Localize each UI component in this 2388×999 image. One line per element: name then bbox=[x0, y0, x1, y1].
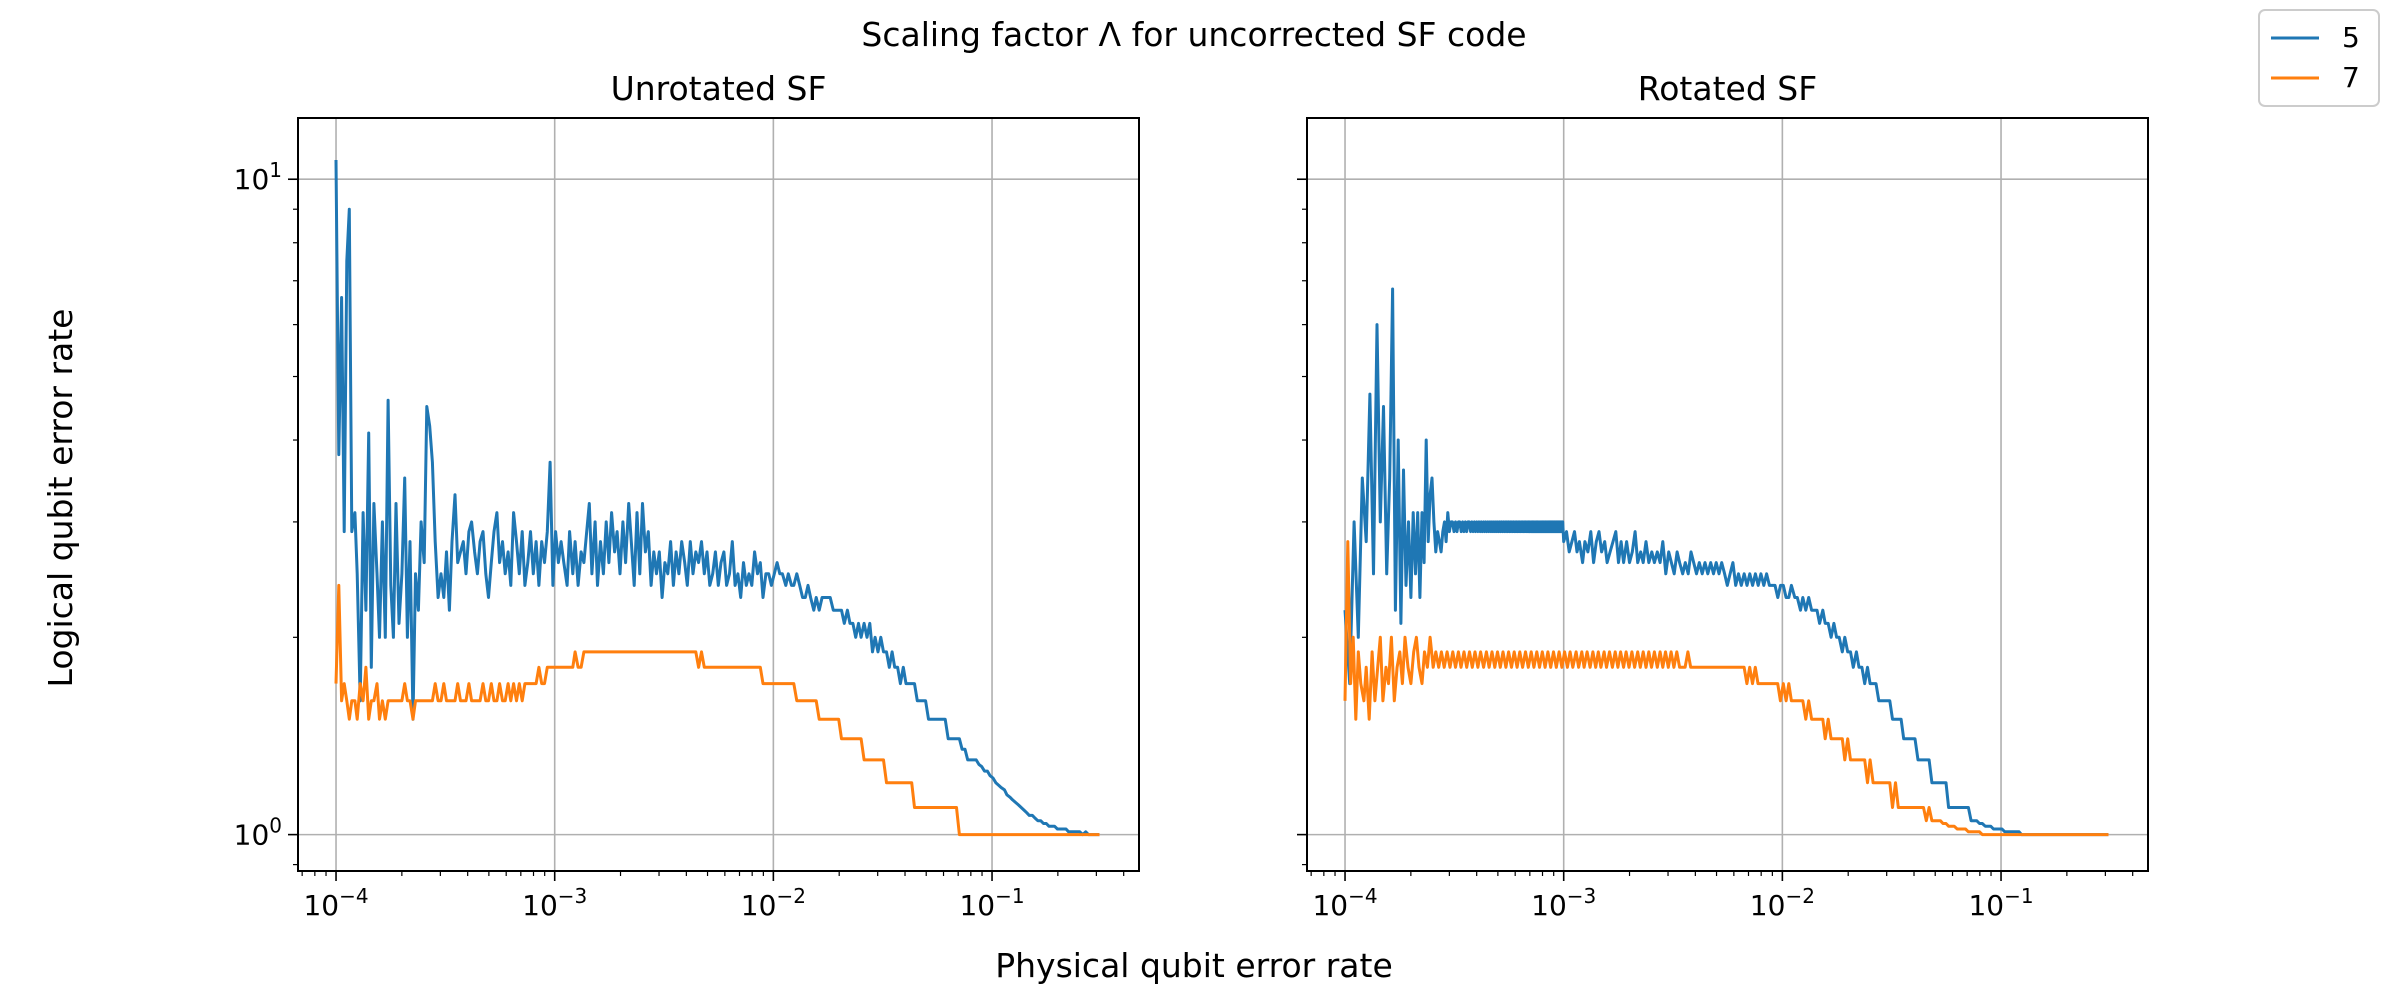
y-tick-label: 101 bbox=[234, 158, 282, 196]
x-tick-label: 10−3 bbox=[522, 884, 587, 922]
series-line-5 bbox=[1343, 287, 2109, 837]
series-line-7 bbox=[334, 583, 1100, 837]
x-tick-label: 10−4 bbox=[303, 884, 368, 922]
y-tick-label: 100 bbox=[234, 814, 282, 852]
ticks-unrotated: 10−4 10−3 10−2 10−1 100 101 bbox=[234, 158, 1125, 922]
x-axis-label: Physical qubit error rate bbox=[995, 946, 1393, 985]
subplot-rotated: 10−4 10−3 10−2 10−1 Rotated SF bbox=[1297, 69, 2149, 922]
legend: 5 7 bbox=[2258, 9, 2380, 107]
subplot-unrotated: 10−4 10−3 10−2 10−1 100 101 Unrotated SF bbox=[234, 69, 1140, 922]
x-tick-label: 10−1 bbox=[959, 884, 1024, 922]
x-tick-label: 10−4 bbox=[1312, 884, 1377, 922]
axes-frame-unrotated bbox=[297, 117, 1140, 872]
x-tick-label: 10−1 bbox=[1968, 884, 2033, 922]
x-tick-label: 10−3 bbox=[1531, 884, 1596, 922]
ticks-rotated: 10−4 10−3 10−2 10−1 bbox=[1297, 178, 2134, 922]
axes-frame-rotated bbox=[1306, 117, 2149, 872]
series-lines-unrotated bbox=[334, 159, 1100, 837]
grid-unrotated bbox=[298, 118, 1139, 871]
subplot-title-rotated: Rotated SF bbox=[1638, 69, 1817, 108]
subplot-title-unrotated: Unrotated SF bbox=[611, 69, 827, 108]
series-line-5 bbox=[334, 159, 1100, 837]
figure-title: Scaling factor Λ for uncorrected SF code bbox=[861, 15, 1526, 54]
legend-label-5: 5 bbox=[2342, 21, 2360, 54]
series-line-7 bbox=[1343, 540, 2109, 837]
y-axis-label: Logical qubit error rate bbox=[41, 309, 80, 688]
x-tick-label: 10−2 bbox=[741, 884, 806, 922]
x-tick-label: 10−2 bbox=[1750, 884, 1815, 922]
series-lines-rotated bbox=[1343, 287, 2109, 837]
legend-box bbox=[2258, 9, 2380, 107]
legend-label-7: 7 bbox=[2342, 61, 2360, 94]
